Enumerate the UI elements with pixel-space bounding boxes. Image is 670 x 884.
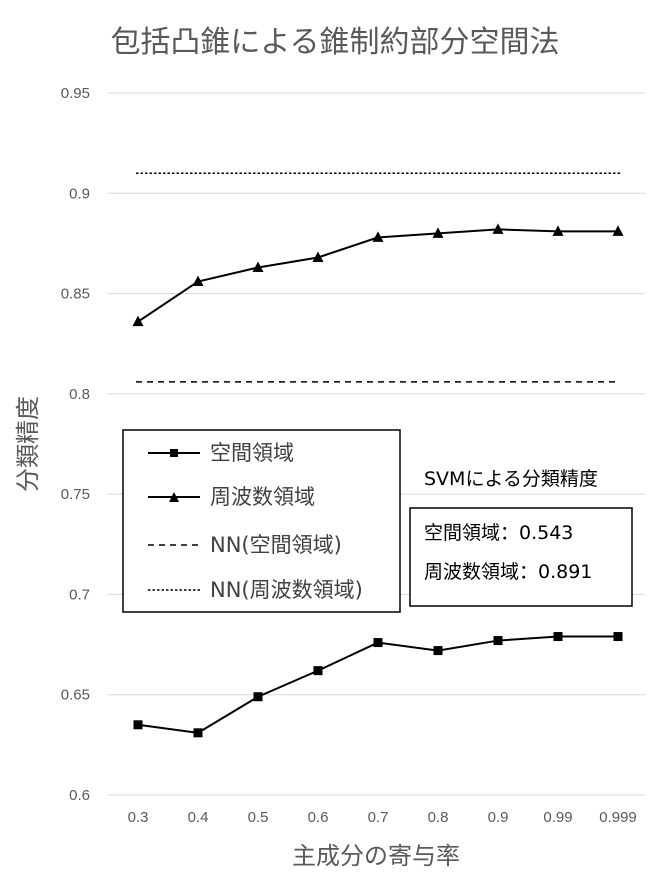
series-square-solid bbox=[133, 632, 623, 738]
y-axis-label: 分類精度 bbox=[14, 396, 42, 492]
x-tick-label: 0.8 bbox=[428, 809, 449, 826]
y-tick-label: 0.8 bbox=[69, 386, 90, 403]
data-point-triangle bbox=[192, 275, 204, 287]
x-tick-label: 0.999 bbox=[599, 809, 637, 826]
series bbox=[132, 172, 624, 738]
y-tick-label: 0.65 bbox=[61, 687, 90, 704]
series-line bbox=[137, 635, 618, 734]
data-point-triangle bbox=[612, 225, 624, 236]
x-tick-label: 0.7 bbox=[368, 809, 389, 826]
data-point-triangle bbox=[372, 231, 384, 242]
x-tick-labels: 0.3 0.4 0.5 0.6 0.7 0.8 0.9 0.99 0.999 bbox=[128, 809, 637, 826]
svm-annotation-line: 周波数領域：0.891 bbox=[424, 561, 592, 583]
data-point-triangle bbox=[492, 223, 504, 234]
data-point-square bbox=[253, 692, 263, 702]
x-tick-label: 0.4 bbox=[188, 809, 209, 826]
legend-item-space: 空間領域 bbox=[148, 441, 294, 465]
series-line bbox=[137, 228, 618, 323]
x-tick-label: 0.6 bbox=[308, 809, 329, 826]
legend-box bbox=[122, 429, 401, 613]
legend-triangle-marker bbox=[169, 492, 179, 502]
x-tick-label: 0.5 bbox=[248, 809, 269, 826]
x-axis-label: 主成分の寄与率 bbox=[292, 842, 460, 870]
data-point-triangle bbox=[552, 225, 564, 236]
data-point-square bbox=[193, 728, 203, 738]
x-tick-label: 0.3 bbox=[128, 809, 149, 826]
legend-label: 空間領域 bbox=[210, 441, 294, 465]
x-tick-label: 0.9 bbox=[488, 809, 509, 826]
y-tick-label: 0.95 bbox=[61, 85, 90, 102]
legend: 空間領域 周波数領域 NN(空間領域) NN(周波数領域) bbox=[122, 429, 401, 613]
legend-label: NN(周波数領域) bbox=[210, 578, 363, 602]
series-triangle-solid bbox=[132, 223, 624, 327]
y-tick-label: 0.75 bbox=[61, 486, 90, 503]
legend-item-nn-space: NN(空間領域) bbox=[148, 533, 342, 557]
data-point-square bbox=[313, 666, 323, 676]
svm-annotation-box: 空間領域：0.543 周波数領域：0.891 bbox=[409, 507, 633, 607]
svm-annotation-title: SVMによる分類精度 bbox=[424, 468, 598, 490]
data-point-square bbox=[553, 632, 563, 642]
data-point-triangle bbox=[312, 251, 324, 262]
y-tick-label: 0.7 bbox=[69, 586, 90, 603]
data-point-triangle bbox=[132, 315, 144, 327]
x-tick-label: 0.99 bbox=[543, 809, 572, 826]
legend-item-nn-frequency: NN(周波数領域) bbox=[148, 578, 363, 602]
data-point-square bbox=[373, 638, 383, 648]
legend-square-marker bbox=[170, 449, 178, 457]
y-tick-label: 0.6 bbox=[69, 787, 90, 804]
legend-label: 周波数領域 bbox=[210, 485, 315, 509]
data-point-triangle bbox=[432, 227, 444, 238]
y-tick-label: 0.9 bbox=[69, 185, 90, 202]
y-tick-label: 0.85 bbox=[61, 286, 90, 303]
data-point-square bbox=[133, 720, 143, 730]
legend-item-frequency: 周波数領域 bbox=[148, 485, 315, 509]
data-point-square bbox=[613, 632, 623, 642]
data-point-square bbox=[493, 636, 503, 646]
y-tick-labels: 0.6 0.65 0.7 0.75 0.8 0.85 0.9 0.95 bbox=[61, 85, 90, 804]
svm-annotation-line: 空間領域：0.543 bbox=[424, 522, 573, 544]
data-point-square bbox=[433, 646, 443, 656]
data-point-triangle bbox=[252, 261, 264, 272]
legend-label: NN(空間領域) bbox=[210, 533, 342, 557]
chart-title: 包括凸錐による錐制約部分空間法 bbox=[110, 25, 559, 60]
